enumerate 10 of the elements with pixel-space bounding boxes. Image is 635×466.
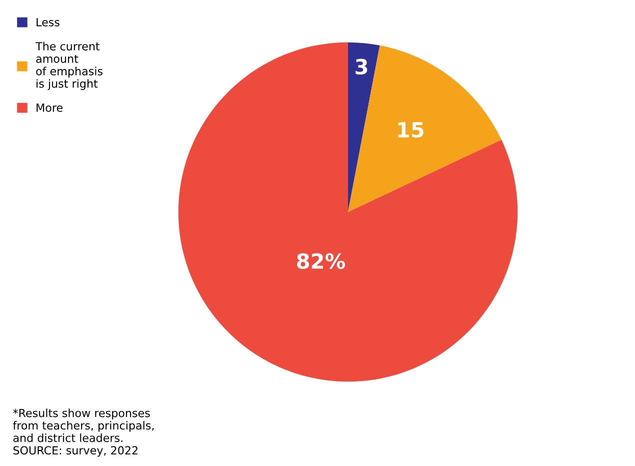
text: *Results show responses from teachers, principals, and district leaders. SOURCE: survey, 2022 — [12, 408, 154, 457]
data-label: 15 — [398, 122, 424, 138]
pie-slice — [348, 42, 380, 212]
data-label: 82% — [297, 253, 345, 269]
pie-slice — [178, 42, 518, 382]
legend-label: Less — [36, 18, 60, 26]
legend-label: The current amount of emphasis is just right — [36, 42, 102, 90]
data-label: 3 — [356, 58, 368, 75]
pie-slice — [348, 45, 502, 212]
legend-label: More — [36, 104, 63, 112]
